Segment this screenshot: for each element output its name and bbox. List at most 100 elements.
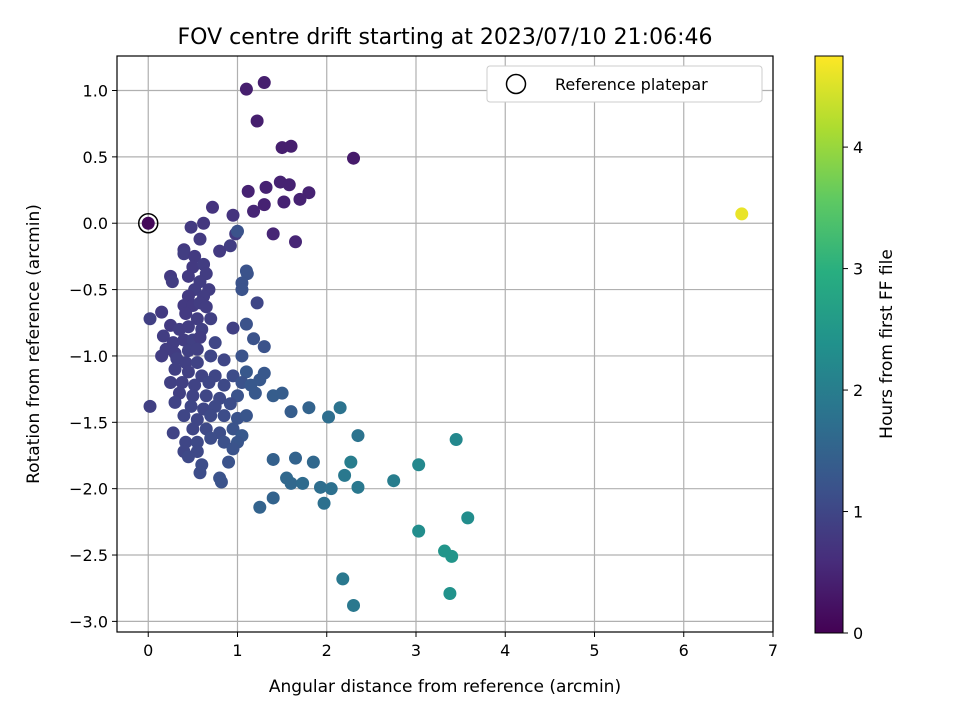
legend-entry-reference-platepar: Reference platepar bbox=[555, 75, 708, 94]
data-point bbox=[226, 208, 240, 222]
data-point bbox=[155, 305, 169, 319]
data-point bbox=[143, 312, 157, 326]
data-point bbox=[204, 431, 218, 445]
data-point bbox=[177, 409, 191, 423]
colorbar-label: Hours from first FF file bbox=[877, 249, 897, 439]
data-point bbox=[202, 375, 216, 389]
data-point bbox=[175, 375, 189, 389]
data-point bbox=[165, 275, 179, 289]
data-point bbox=[208, 336, 222, 350]
data-point bbox=[247, 332, 261, 346]
y-tick-label: −3.0 bbox=[69, 612, 108, 631]
colorbar: 0 1 2 3 4 Hours from first FF file bbox=[814, 55, 897, 643]
data-point bbox=[217, 378, 231, 392]
data-point bbox=[186, 422, 200, 436]
colorbar-ticks: 0 1 2 3 4 bbox=[843, 138, 863, 643]
data-point bbox=[302, 401, 316, 415]
data-point bbox=[253, 373, 267, 387]
colorbar-tick-label: 4 bbox=[853, 138, 863, 157]
data-point bbox=[168, 395, 182, 409]
data-point bbox=[735, 207, 749, 221]
data-point bbox=[289, 451, 303, 465]
x-tick-label: 2 bbox=[322, 641, 332, 660]
data-point bbox=[266, 491, 280, 505]
data-point bbox=[239, 365, 253, 379]
data-point bbox=[184, 220, 198, 234]
data-point bbox=[333, 401, 347, 415]
data-point bbox=[259, 180, 273, 194]
data-point bbox=[188, 249, 202, 263]
data-point bbox=[190, 342, 204, 356]
data-point bbox=[181, 365, 195, 379]
data-points bbox=[143, 76, 749, 612]
data-point bbox=[164, 375, 178, 389]
y-tick-label: 0.5 bbox=[83, 148, 108, 167]
data-point bbox=[284, 476, 298, 490]
data-point bbox=[313, 480, 327, 494]
data-point bbox=[347, 151, 361, 165]
data-point bbox=[155, 349, 169, 363]
legend-box bbox=[486, 65, 763, 103]
data-point bbox=[387, 474, 401, 488]
data-point bbox=[190, 356, 204, 370]
data-point bbox=[338, 468, 352, 482]
chart-title: FOV centre drift starting at 2023/07/10 … bbox=[178, 25, 713, 50]
data-point bbox=[412, 458, 426, 472]
data-point bbox=[277, 195, 291, 209]
data-point bbox=[204, 349, 218, 363]
data-point bbox=[257, 198, 271, 212]
x-tick-label: 3 bbox=[411, 641, 421, 660]
data-point bbox=[253, 500, 267, 514]
data-point bbox=[266, 452, 280, 466]
data-point bbox=[168, 362, 182, 376]
y-axis-label: Rotation from reference (arcmin) bbox=[24, 204, 44, 484]
data-point bbox=[445, 549, 459, 563]
data-point bbox=[217, 353, 231, 367]
data-point bbox=[449, 433, 463, 447]
x-tick-label: 0 bbox=[143, 641, 153, 660]
data-point bbox=[226, 422, 240, 436]
data-point bbox=[317, 496, 331, 510]
x-tick-label: 5 bbox=[589, 641, 599, 660]
y-axis-ticks: −3.0 −2.5 −2.0 −1.5 −1.0 −0.5 0.0 0.5 1.0 bbox=[69, 82, 117, 631]
y-tick-label: −1.5 bbox=[69, 413, 108, 432]
data-point bbox=[296, 476, 310, 490]
data-point bbox=[226, 442, 240, 456]
data-point bbox=[181, 320, 195, 334]
data-point bbox=[293, 192, 307, 206]
x-tick-label: 4 bbox=[500, 641, 510, 660]
x-tick-label: 1 bbox=[232, 641, 242, 660]
data-point bbox=[443, 587, 457, 601]
data-point bbox=[199, 300, 213, 314]
data-point bbox=[186, 389, 200, 403]
x-axis-label: Angular distance from reference (arcmin) bbox=[269, 677, 621, 697]
data-point bbox=[239, 317, 253, 331]
data-point bbox=[193, 330, 207, 344]
data-point bbox=[235, 283, 249, 297]
data-point bbox=[257, 340, 271, 354]
x-tick-label: 6 bbox=[679, 641, 689, 660]
data-point bbox=[257, 76, 271, 90]
data-point bbox=[204, 409, 218, 423]
grid-lines bbox=[117, 56, 774, 632]
data-point bbox=[188, 378, 202, 392]
y-tick-label: −1.0 bbox=[69, 347, 108, 366]
data-point bbox=[248, 386, 262, 400]
colorbar-tick-label: 3 bbox=[853, 260, 863, 279]
legend: Reference platepar bbox=[486, 65, 763, 103]
data-point bbox=[306, 455, 320, 469]
x-axis-ticks: 0 1 2 3 4 5 6 7 bbox=[143, 632, 778, 660]
data-point bbox=[347, 598, 361, 612]
colorbar-gradient bbox=[814, 55, 844, 634]
y-tick-label: 0.0 bbox=[83, 214, 108, 233]
data-point bbox=[461, 511, 475, 525]
data-point bbox=[213, 244, 227, 258]
data-point bbox=[184, 399, 198, 413]
data-point bbox=[284, 405, 298, 419]
data-point bbox=[166, 426, 180, 440]
data-point bbox=[156, 329, 170, 343]
reference-point-dot bbox=[141, 216, 155, 230]
data-point bbox=[324, 482, 338, 496]
data-point bbox=[217, 435, 231, 449]
